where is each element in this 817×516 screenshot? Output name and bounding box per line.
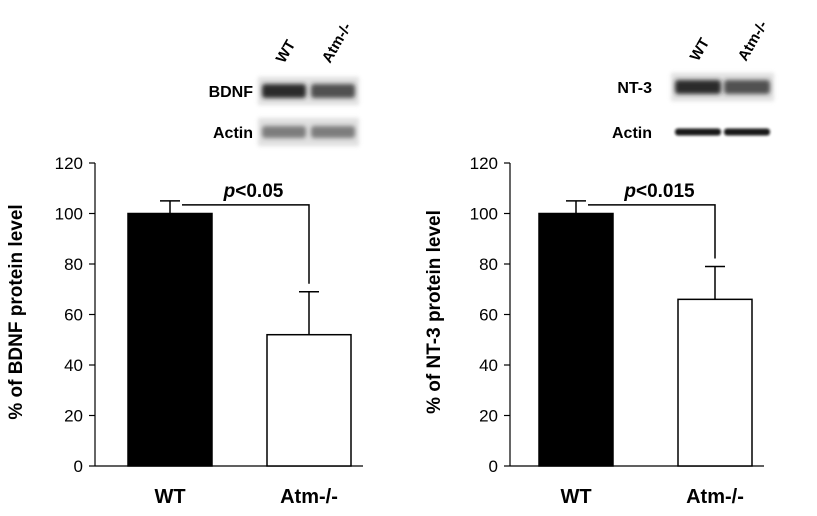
y-tick-label: 40 <box>64 356 83 375</box>
y-tick-label: 40 <box>479 356 498 375</box>
blot-band <box>724 128 770 136</box>
blot-row-label: Actin <box>612 125 652 142</box>
significance-bracket <box>588 204 716 259</box>
blot-lane-label: WT <box>273 37 299 66</box>
y-tick-label: 20 <box>64 407 83 426</box>
y-tick-label: 60 <box>479 306 498 325</box>
blot-band <box>724 80 770 94</box>
blot-row-label: NT-3 <box>617 80 652 97</box>
blot-band <box>675 128 721 136</box>
nt3-panel: WT Atm-/- NT-3 Actin 0 20 40 60 80 100 120 % of NT… <box>424 18 774 508</box>
nt3-bar-chart: 0 20 40 60 80 100 120 % of NT-3 protein level WT… <box>424 154 764 508</box>
blot-row-label: BDNF <box>209 84 254 101</box>
bar-atm- <box>677 298 753 467</box>
nt3-western-blot: WT Atm-/- NT-3 Actin <box>612 18 774 142</box>
y-tick-label: 80 <box>64 255 83 274</box>
y-tick-label: 100 <box>470 205 498 224</box>
blot-band <box>311 84 355 98</box>
category-label: Atm-/- <box>686 486 744 508</box>
y-tick-label: 120 <box>470 154 498 173</box>
category-label: Atm-/- <box>280 486 338 508</box>
blot-row-label: Actin <box>213 125 253 142</box>
y-axis-label: % of NT-3 protein level <box>424 210 445 414</box>
bar-wt <box>127 212 213 467</box>
y-tick-label: 100 <box>55 205 83 224</box>
significance-bracket <box>182 204 310 284</box>
y-axis-label: % of BDNF protein level <box>6 204 27 419</box>
y-tick-label: 60 <box>64 306 83 325</box>
significance-label: p<0.05 <box>223 181 284 202</box>
y-tick-label: 20 <box>479 407 498 426</box>
category-label: WT <box>560 486 591 508</box>
blot-lane-label: WT <box>687 35 713 64</box>
bdnf-western-blot: WT Atm-/- BDNF Actin <box>209 20 359 146</box>
blot-band <box>675 80 721 94</box>
bdnf-panel: WT Atm-/- BDNF Actin 0 20 40 60 80 100 120 % of BD… <box>6 20 363 508</box>
y-tick-label: 120 <box>55 154 83 173</box>
y-tick-label: 0 <box>489 457 498 476</box>
blot-band <box>262 84 306 98</box>
significance-label: p<0.015 <box>623 181 695 202</box>
y-tick-label: 0 <box>74 457 83 476</box>
blot-lane-label: Atm-/- <box>319 20 355 66</box>
blot-lane-label: Atm-/- <box>735 18 771 64</box>
bar-atm- <box>266 333 352 467</box>
y-tick-label: 80 <box>479 255 498 274</box>
category-label: WT <box>154 486 185 508</box>
bdnf-bar-chart: 0 20 40 60 80 100 120 % of BDNF protein level WT… <box>6 154 363 508</box>
blot-band <box>311 126 355 138</box>
blot-band <box>262 126 306 138</box>
bar-wt <box>538 212 614 467</box>
